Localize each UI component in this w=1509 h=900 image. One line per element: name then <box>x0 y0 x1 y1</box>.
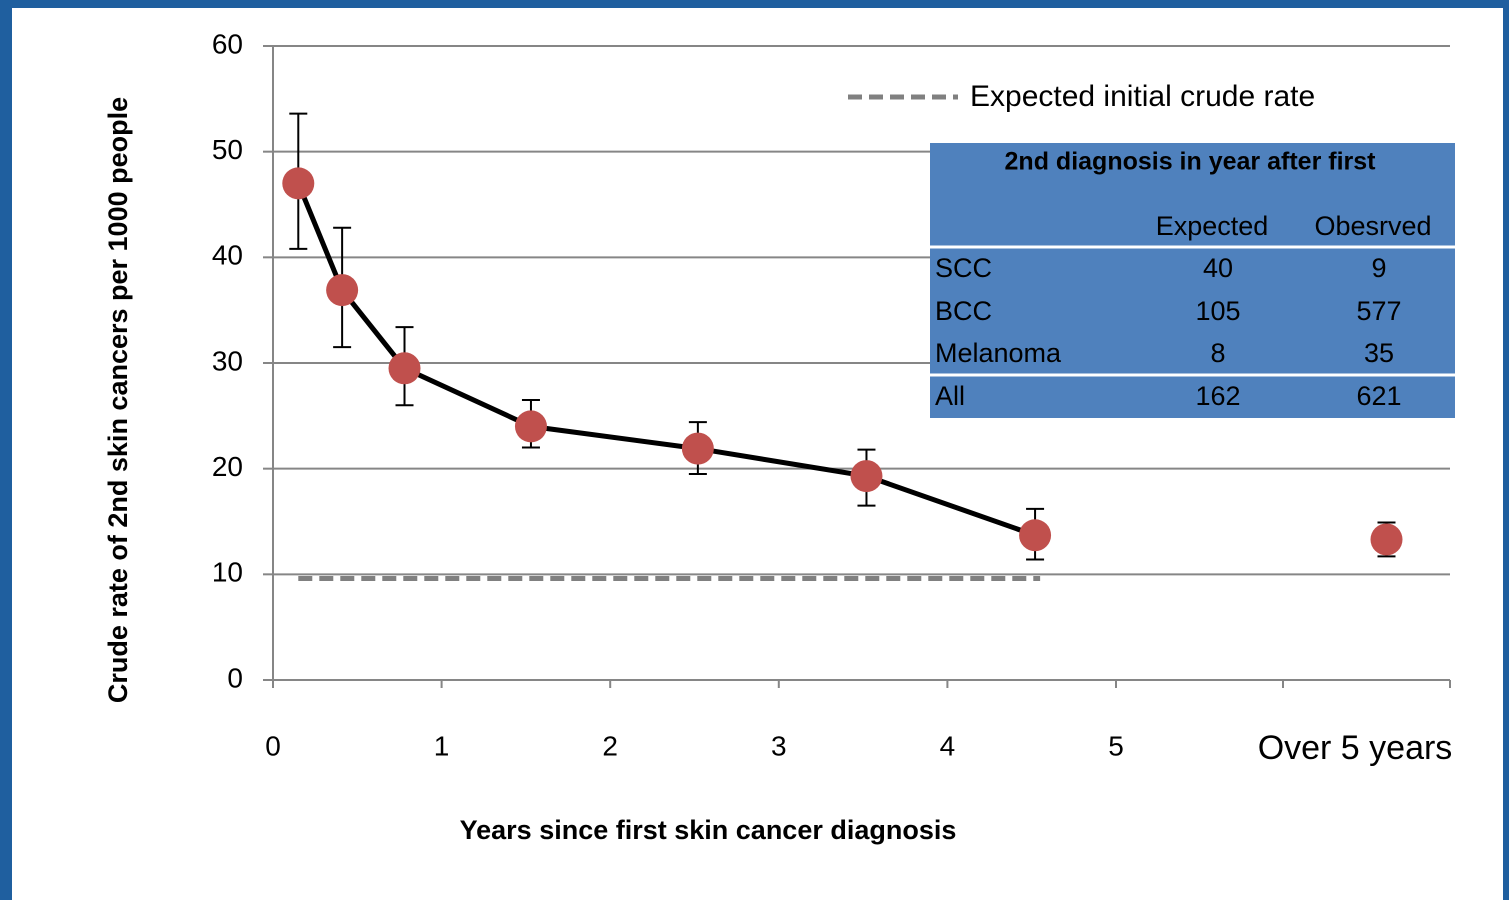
table-row-label: BCC <box>935 296 992 326</box>
table-header: Expected <box>1156 211 1269 241</box>
y-tick-label: 20 <box>212 451 243 482</box>
x-tick-label: 0 <box>265 730 281 761</box>
y-tick-label: 10 <box>212 557 243 588</box>
table-cell: 162 <box>1195 381 1240 411</box>
data-point <box>326 274 359 307</box>
table-title: 2nd diagnosis in year after first <box>1005 148 1377 176</box>
legend-label: Expected initial crude rate <box>970 80 1315 113</box>
table-cell: 621 <box>1356 381 1401 411</box>
y-tick-label: 60 <box>212 28 243 59</box>
x-category-label: Over 5 years <box>1258 729 1453 767</box>
x-axis-title: Years since first skin cancer diagnosis <box>460 815 957 845</box>
table-background <box>930 143 1455 418</box>
y-tick-label: 40 <box>212 240 243 271</box>
y-axis-title: Crude rate of 2nd skin cancers per 1000 … <box>103 96 133 704</box>
table-row-label: All <box>935 381 965 411</box>
x-tick-label: 3 <box>771 730 787 761</box>
data-point <box>850 460 883 493</box>
table-cell: 40 <box>1203 253 1233 283</box>
data-point <box>681 432 714 465</box>
y-tick-label: 50 <box>212 134 243 165</box>
table-cell: 105 <box>1195 296 1240 326</box>
table-row-label: SCC <box>935 253 992 283</box>
x-tick-label: 5 <box>1108 730 1124 761</box>
data-point <box>1370 523 1403 556</box>
y-tick-label: 30 <box>212 345 243 376</box>
y-tick-label: 0 <box>227 662 243 693</box>
x-tick-label: 2 <box>602 730 618 761</box>
data-point <box>1019 519 1052 552</box>
table-cell: 9 <box>1371 253 1386 283</box>
data-point <box>282 167 315 200</box>
x-tick-label: 4 <box>940 730 956 761</box>
table-row-label: Melanoma <box>935 338 1062 368</box>
table-cell: 35 <box>1364 338 1394 368</box>
data-point <box>388 352 421 385</box>
table-cell: 8 <box>1210 338 1225 368</box>
x-tick-label: 1 <box>434 730 450 761</box>
table-cell: 577 <box>1356 296 1401 326</box>
data-point <box>514 410 547 443</box>
table-header: Obesrved <box>1314 211 1431 241</box>
